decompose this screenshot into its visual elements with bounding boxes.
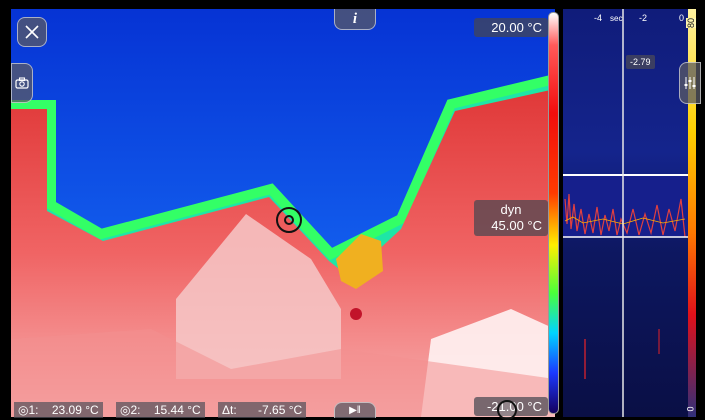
- delta-readout: Δt: -7.65 °C: [218, 402, 307, 418]
- dark-spot: [350, 308, 362, 320]
- hot-spot: [336, 234, 383, 289]
- time-tick-minus2: -2: [639, 13, 648, 23]
- spot1-label: 1:: [28, 403, 39, 417]
- camera-button[interactable]: [11, 63, 33, 103]
- target-icon[interactable]: [497, 400, 517, 420]
- play-pause-icon: ▶ǁ: [349, 405, 361, 416]
- camera-icon: [15, 77, 29, 89]
- thermal-image[interactable]: [11, 9, 555, 417]
- time-tick-zero: 0: [679, 13, 685, 23]
- close-button[interactable]: [17, 17, 47, 47]
- graph-scale-top-label: 80: [686, 17, 697, 29]
- graph-scale-bottom-label: 0: [685, 406, 696, 412]
- close-icon: [25, 25, 39, 39]
- graph-cursor-value: -2.79: [626, 55, 655, 69]
- time-tick-sec: sec: [610, 14, 623, 23]
- scale-max-label[interactable]: 20.00 °C: [474, 18, 548, 37]
- time-tick-minus4: -4: [594, 13, 603, 23]
- target-icon[interactable]: [276, 207, 302, 233]
- delta-value: -7.65 °C: [258, 403, 303, 417]
- info-button[interactable]: i: [334, 9, 376, 30]
- play-pause-button[interactable]: ▶ǁ: [334, 402, 376, 418]
- foreground-shrubs: [11, 329, 555, 417]
- graph-trace: [564, 193, 686, 238]
- spot1-value: 23.09 °C: [51, 403, 99, 417]
- time-graph-panel[interactable]: -4 sec -2 0 -2.79: [563, 9, 688, 417]
- delta-label: Δt:: [222, 403, 237, 417]
- color-scale-bar[interactable]: [548, 12, 559, 414]
- target-icon: ◎: [18, 403, 29, 417]
- spot2-label: 2:: [130, 403, 141, 417]
- scale-mid-box[interactable]: dyn 45.00 °C: [474, 200, 548, 236]
- graph-band: [563, 175, 688, 237]
- graph-color-scale: [688, 9, 696, 417]
- graph-trace-2: [564, 216, 686, 225]
- scale-mid-label: 45.00 °C: [491, 218, 542, 233]
- house-wall: [176, 214, 341, 379]
- settings-sliders-button[interactable]: [679, 62, 701, 104]
- scale-mode-label: dyn: [500, 202, 522, 217]
- target-icon: ◎: [120, 403, 131, 417]
- time-graph-plot: [563, 9, 688, 417]
- spot2-value: 15.44 °C: [153, 403, 201, 417]
- spot2-readout: ◎2: 15.44 °C: [116, 402, 205, 418]
- sliders-icon: [684, 77, 696, 89]
- spot1-readout: ◎1: 23.09 °C: [14, 402, 103, 418]
- info-icon: i: [352, 10, 358, 27]
